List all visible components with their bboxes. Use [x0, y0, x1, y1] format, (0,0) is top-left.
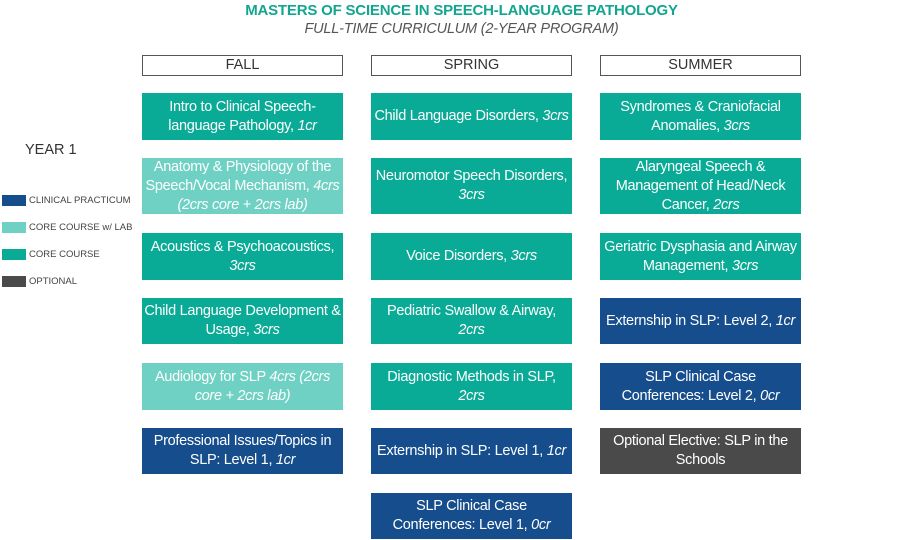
course-credits: 2crs	[458, 387, 485, 404]
course-name: Child Language Disorders,	[374, 108, 539, 124]
course-name: Professional Issues/Topics in SLP: Level…	[153, 433, 332, 468]
course-box: Anatomy & Physiology of the Speech/Vocal…	[142, 158, 343, 214]
course-credits: 3crs	[510, 248, 538, 264]
course-name: Externship in SLP: Level 2,	[606, 312, 772, 329]
course-credits: 1cr	[775, 312, 796, 329]
course-credits: 2crs	[713, 196, 740, 213]
course-box: Syndromes & Craniofacial Anomalies, 3crs	[600, 93, 801, 140]
course-box: Intro to Clinical Speech-language Pathol…	[142, 93, 343, 140]
course-credits: 0cr	[531, 517, 551, 533]
course-box: Geriatric Dysphasia and Airway Managemen…	[600, 233, 801, 280]
season-header-spring: SPRING	[371, 55, 572, 76]
course-credits: 2crs	[458, 322, 485, 338]
course-box: Optional Elective: SLP in the Schools	[600, 428, 801, 474]
legend-label: CLINICAL PRACTICUM	[29, 195, 131, 206]
legend-swatch	[2, 276, 26, 287]
page-title: MASTERS OF SCIENCE IN SPEECH-LANGUAGE PA…	[245, 2, 678, 19]
legend-item-clinical: CLINICAL PRACTICUM	[2, 195, 131, 206]
course-credits: 1cr	[546, 442, 567, 459]
course-name: Alaryngeal Speech & Management of Head/N…	[615, 158, 786, 213]
course-credits: 3crs	[458, 187, 485, 203]
course-name: Anatomy & Physiology of the Speech/Vocal…	[145, 158, 332, 194]
course-credits: 3crs	[731, 257, 759, 274]
course-box: Neuromotor Speech Disorders, 3crs	[371, 158, 572, 214]
legend-item-optional: OPTIONAL	[2, 276, 77, 287]
legend-item-core: CORE COURSE	[2, 249, 100, 260]
course-name: Optional Elective: SLP in the Schools	[613, 433, 788, 468]
course-box: Voice Disorders, 3crs	[371, 233, 572, 280]
course-credits: 3crs	[542, 108, 569, 124]
course-credits: 3crs	[723, 117, 751, 134]
course-credits: 1cr	[275, 452, 296, 468]
course-name: Externship in SLP: Level 1,	[377, 442, 543, 459]
year-label: YEAR 1	[25, 142, 77, 158]
course-credits: 4crs (2crs core + 2crs lab)	[177, 177, 340, 213]
course-name: Geriatric Dysphasia and Airway Managemen…	[604, 238, 797, 274]
course-name: Pediatric Swallow & Airway,	[387, 303, 556, 319]
course-name: Neuromotor Speech Disorders,	[375, 168, 568, 184]
course-box: Child Language Disorders, 3crs	[371, 93, 572, 140]
course-name: Intro to Clinical Speech-language Pathol…	[168, 98, 316, 134]
legend-item-core-lab: CORE COURSE w/ LAB	[2, 222, 132, 233]
legend-swatch	[2, 222, 26, 233]
course-credits: 3crs	[229, 257, 256, 274]
legend-label: OPTIONAL	[29, 276, 78, 287]
course-name: Child Language Development & Usage,	[144, 303, 341, 338]
legend-swatch	[2, 195, 26, 206]
course-box: Child Language Development & Usage, 3crs	[142, 298, 343, 344]
legend-label: CORE COURSE w/ LAB	[29, 222, 133, 233]
course-credits: 3crs	[253, 322, 280, 338]
course-box: Acoustics & Psychoacoustics, 3crs	[142, 233, 343, 280]
legend-label: CORE COURSE	[29, 249, 100, 260]
course-name: Audiology for SLP	[154, 368, 266, 385]
course-credits: 4crs (2crs core + 2crs lab)	[194, 368, 331, 404]
course-box: Externship in SLP: Level 1, 1cr	[371, 428, 572, 474]
course-box: Diagnostic Methods in SLP, 2crs	[371, 363, 572, 410]
course-name: SLP Clinical Case Conferences: Level 1,	[392, 498, 528, 533]
course-box: Externship in SLP: Level 2, 1cr	[600, 298, 801, 344]
page-subtitle: FULL-TIME CURRICULUM (2-YEAR PROGRAM)	[304, 21, 619, 37]
course-box: SLP Clinical Case Conferences: Level 1, …	[371, 493, 572, 539]
course-name: Diagnostic Methods in SLP,	[387, 368, 556, 385]
course-box: Professional Issues/Topics in SLP: Level…	[142, 428, 343, 474]
course-box: Pediatric Swallow & Airway, 2crs	[371, 298, 572, 344]
course-credits: 0cr	[760, 387, 780, 404]
course-name: SLP Clinical Case Conferences: Level 2,	[621, 368, 757, 404]
course-name: Syndromes & Craniofacial Anomalies,	[620, 98, 781, 134]
legend-swatch	[2, 249, 26, 260]
course-credits: 1cr	[297, 117, 317, 134]
course-name: Acoustics & Psychoacoustics,	[150, 238, 335, 255]
course-box: Alaryngeal Speech & Management of Head/N…	[600, 158, 801, 214]
course-box: SLP Clinical Case Conferences: Level 2, …	[600, 363, 801, 410]
course-box: Audiology for SLP 4crs (2crs core + 2crs…	[142, 363, 343, 410]
season-header-summer: SUMMER	[600, 55, 801, 76]
course-name: Voice Disorders,	[406, 248, 507, 264]
season-header-fall: FALL	[142, 55, 343, 76]
